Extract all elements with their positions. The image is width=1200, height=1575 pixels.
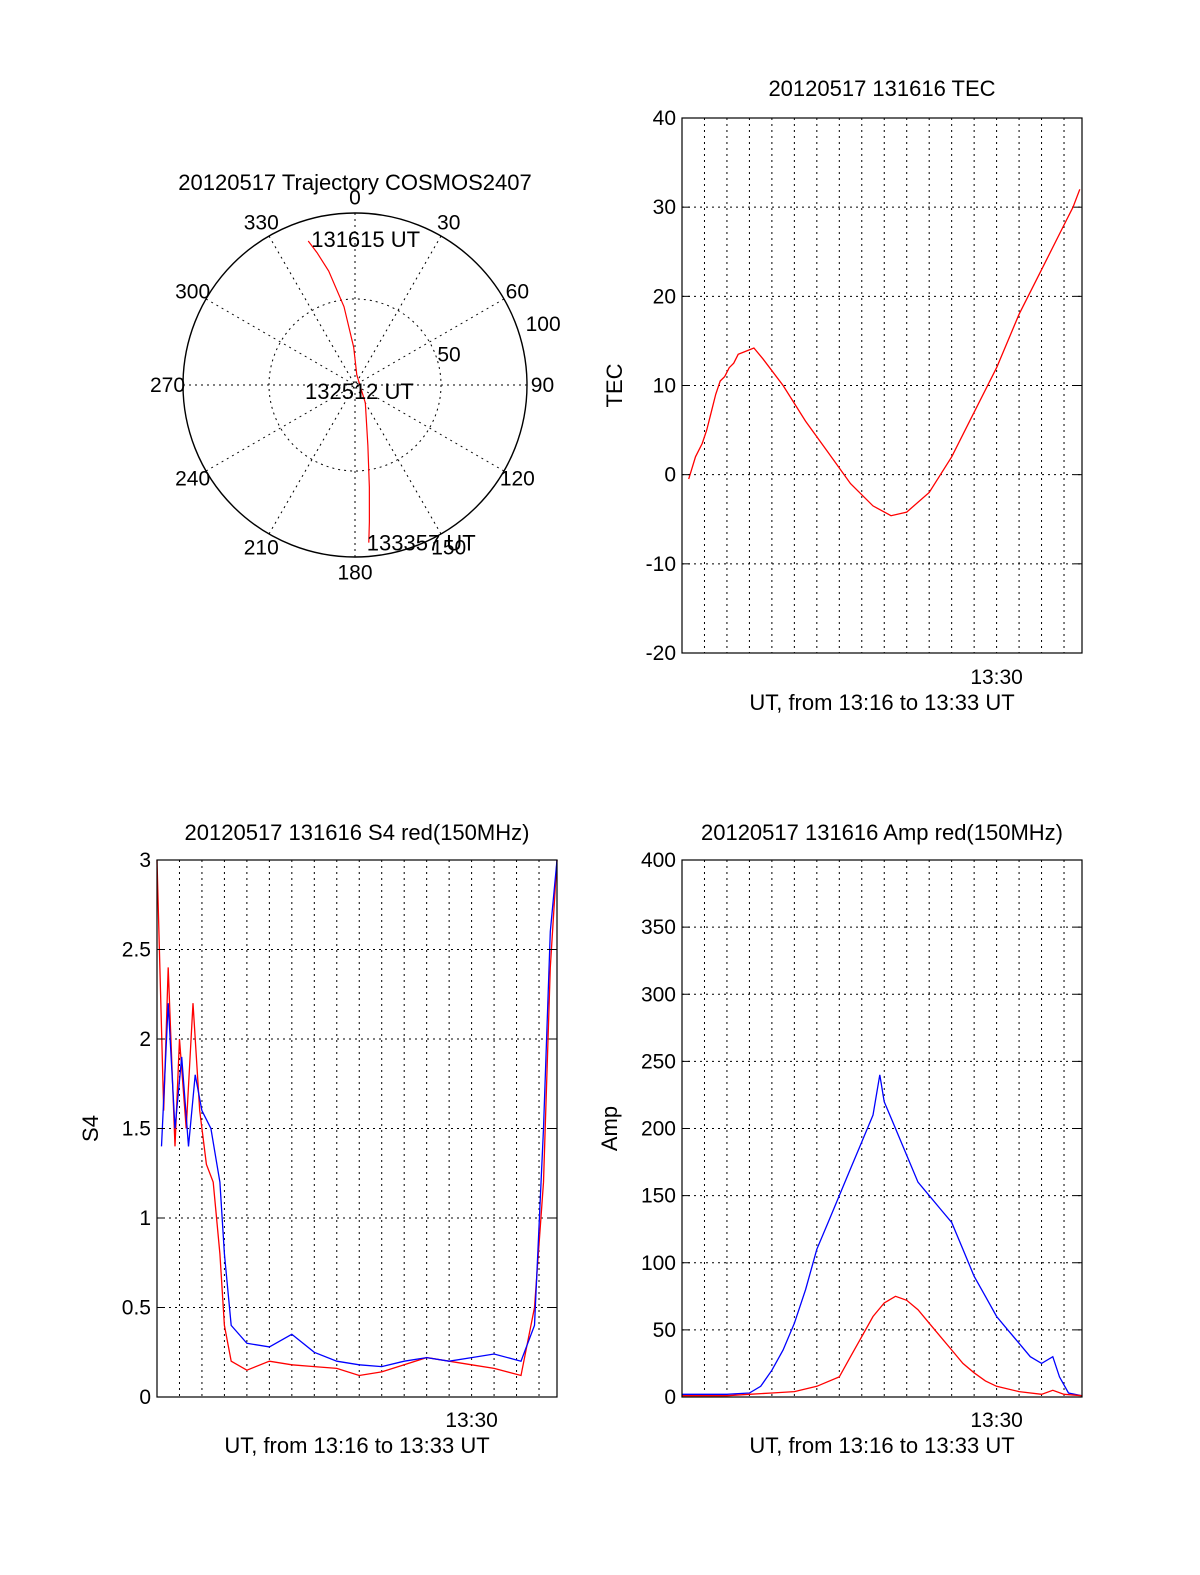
- tec-plot-frame: [681, 117, 1083, 654]
- s4-series: [156, 859, 558, 1377]
- y-tick-label: 40: [653, 107, 676, 130]
- azimuth-label: 120: [500, 468, 535, 491]
- s4-series-red: [156, 859, 558, 1377]
- azimuth-label: 180: [337, 561, 372, 584]
- y-tick-label: 10: [653, 375, 676, 398]
- tec-series-red: [688, 189, 1081, 517]
- y-tick-label: 400: [641, 849, 676, 872]
- tec-series: [688, 189, 1081, 517]
- amp-panel: 20120517 131616 Amp red(150MHz) Amp UT, …: [597, 820, 1083, 1458]
- y-tick-label: 2.5: [122, 939, 151, 962]
- s4-ylabel: S4: [78, 1115, 103, 1142]
- y-tick-label: -20: [646, 642, 676, 665]
- polar-grid: [182, 212, 528, 558]
- tec-grid: [682, 117, 1082, 654]
- polar-radius-labels: 50 100: [437, 313, 560, 367]
- x-tick-label: 13:30: [970, 666, 1023, 689]
- azimuth-label: 270: [150, 374, 185, 397]
- s4-ticks: 0 0.5 1 1.5 2 2.5 3 13:30: [122, 849, 557, 1432]
- s4-xlabel: UT, from 13:16 to 13:33 UT: [224, 1433, 489, 1458]
- polar-title: 20120517 Trajectory COSMOS2407: [178, 170, 531, 195]
- azimuth-label: 60: [506, 280, 529, 303]
- s4-plot-frame: [156, 859, 558, 1398]
- trajectory-mid-label: 132512 UT: [305, 379, 414, 404]
- tec-title: 20120517 131616 TEC: [768, 76, 995, 101]
- trajectory-track: [307, 240, 370, 543]
- azimuth-label: 300: [175, 280, 210, 303]
- y-tick-label: 250: [641, 1050, 676, 1073]
- azimuth-label: 210: [244, 536, 279, 559]
- tec-ticks: -20 -10 0 10 20 30 40 13:30: [646, 107, 1082, 689]
- y-tick-label: 0: [139, 1386, 151, 1409]
- azimuth-label: 240: [175, 468, 210, 491]
- s4-series-blue: [160, 859, 558, 1368]
- y-tick-label: 0: [664, 464, 676, 487]
- y-tick-label: 1: [139, 1207, 151, 1230]
- amp-series-blue: [682, 1074, 1083, 1397]
- amp-ticks: 0 50 100 150 200 250 300 350 400 13:30: [641, 849, 1082, 1432]
- amp-ylabel: Amp: [597, 1106, 622, 1151]
- azimuth-label: 330: [244, 212, 279, 235]
- tec-ylabel: TEC: [602, 363, 627, 407]
- y-tick-label: 20: [653, 285, 676, 308]
- trajectory-start-label: 131615 UT: [311, 227, 420, 252]
- y-tick-label: 150: [641, 1185, 676, 1208]
- s4-title: 20120517 131616 S4 red(150MHz): [185, 820, 530, 845]
- y-tick-label: 3: [139, 849, 151, 872]
- azimuth-label: 150: [431, 536, 466, 559]
- y-tick-label: 30: [653, 196, 676, 219]
- azimuth-label: 0: [349, 187, 361, 210]
- s4-grid: [157, 859, 557, 1398]
- radius-label: 50: [437, 343, 460, 366]
- amp-series-red: [682, 1295, 1083, 1397]
- azimuth-label: 30: [437, 212, 460, 235]
- amp-plot-frame: [681, 859, 1083, 1398]
- y-tick-label: 50: [653, 1319, 676, 1342]
- azimuth-label: 90: [531, 374, 554, 397]
- s4-panel: 20120517 131616 S4 red(150MHz) S4 UT, fr…: [78, 820, 558, 1458]
- y-tick-label: 200: [641, 1118, 676, 1141]
- polar-trajectory-panel: 20120517 Trajectory COSMOS2407 0 30 60 90 12…: [150, 170, 561, 584]
- y-tick-label: 300: [641, 983, 676, 1006]
- y-tick-label: 100: [641, 1252, 676, 1275]
- amp-grid: [682, 859, 1082, 1398]
- x-tick-label: 13:30: [445, 1409, 498, 1432]
- y-tick-label: 0.5: [122, 1297, 151, 1320]
- y-tick-label: 350: [641, 916, 676, 939]
- amp-title: 20120517 131616 Amp red(150MHz): [701, 820, 1063, 845]
- tec-panel: 20120517 131616 TEC TEC UT, from 13:16 t…: [602, 76, 1083, 715]
- x-tick-label: 13:30: [970, 1409, 1023, 1432]
- radius-label: 100: [526, 313, 561, 336]
- amp-series: [682, 1074, 1083, 1397]
- trajectory-end-label: 133357 UT: [367, 531, 476, 556]
- y-tick-label: 0: [664, 1386, 676, 1409]
- amp-xlabel: UT, from 13:16 to 13:33 UT: [749, 1433, 1014, 1458]
- y-tick-label: 1.5: [122, 1118, 151, 1141]
- y-tick-label: -10: [646, 553, 676, 576]
- polar-azimuth-labels: 0 30 60 90 120 150 180 210 240 270 300 330: [150, 187, 554, 585]
- tec-xlabel: UT, from 13:16 to 13:33 UT: [749, 690, 1014, 715]
- y-tick-label: 2: [139, 1028, 151, 1051]
